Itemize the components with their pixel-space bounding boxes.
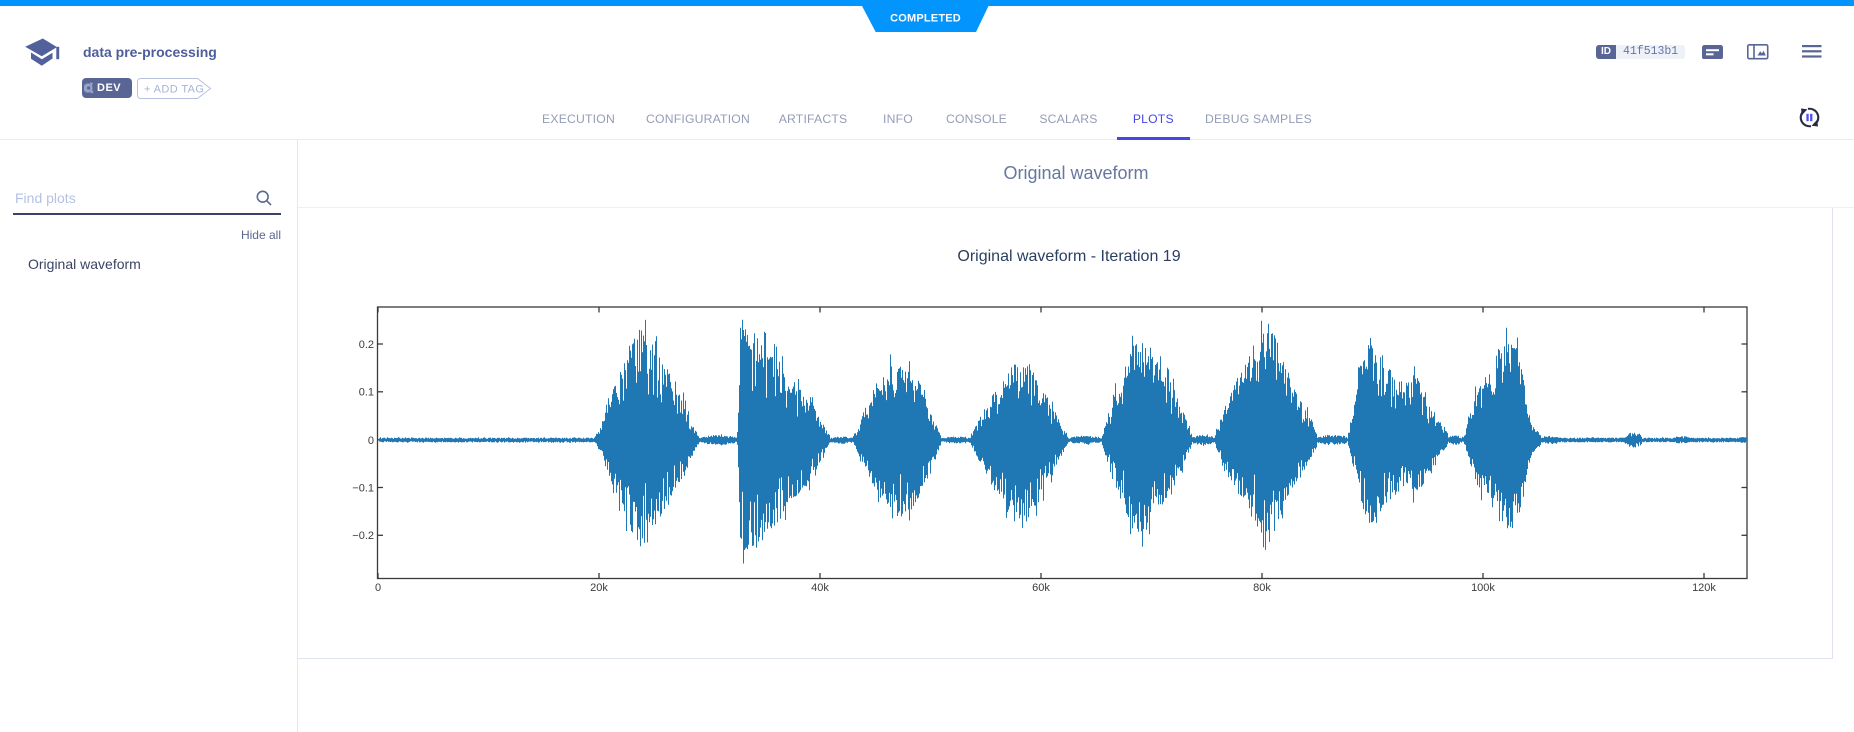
svg-text:40k: 40k [811, 582, 829, 594]
svg-text:0: 0 [375, 582, 381, 594]
svg-text:80k: 80k [1253, 582, 1271, 594]
svg-text:0.1: 0.1 [359, 387, 374, 399]
svg-text:20k: 20k [590, 582, 608, 594]
svg-text:−0.2: −0.2 [352, 530, 374, 542]
svg-text:120k: 120k [1692, 582, 1716, 594]
svg-text:+ ADD TAG: + ADD TAG [144, 83, 204, 95]
svg-text:COMPLETED: COMPLETED [890, 13, 961, 25]
svg-text:Original waveform - Iteration: Original waveform - Iteration 19 [957, 248, 1180, 265]
svg-text:100k: 100k [1471, 582, 1495, 594]
svg-text:−0.1: −0.1 [352, 482, 374, 494]
svg-text:60k: 60k [1032, 582, 1050, 594]
svg-text:0.2: 0.2 [359, 339, 374, 351]
svg-text:0: 0 [368, 435, 374, 447]
